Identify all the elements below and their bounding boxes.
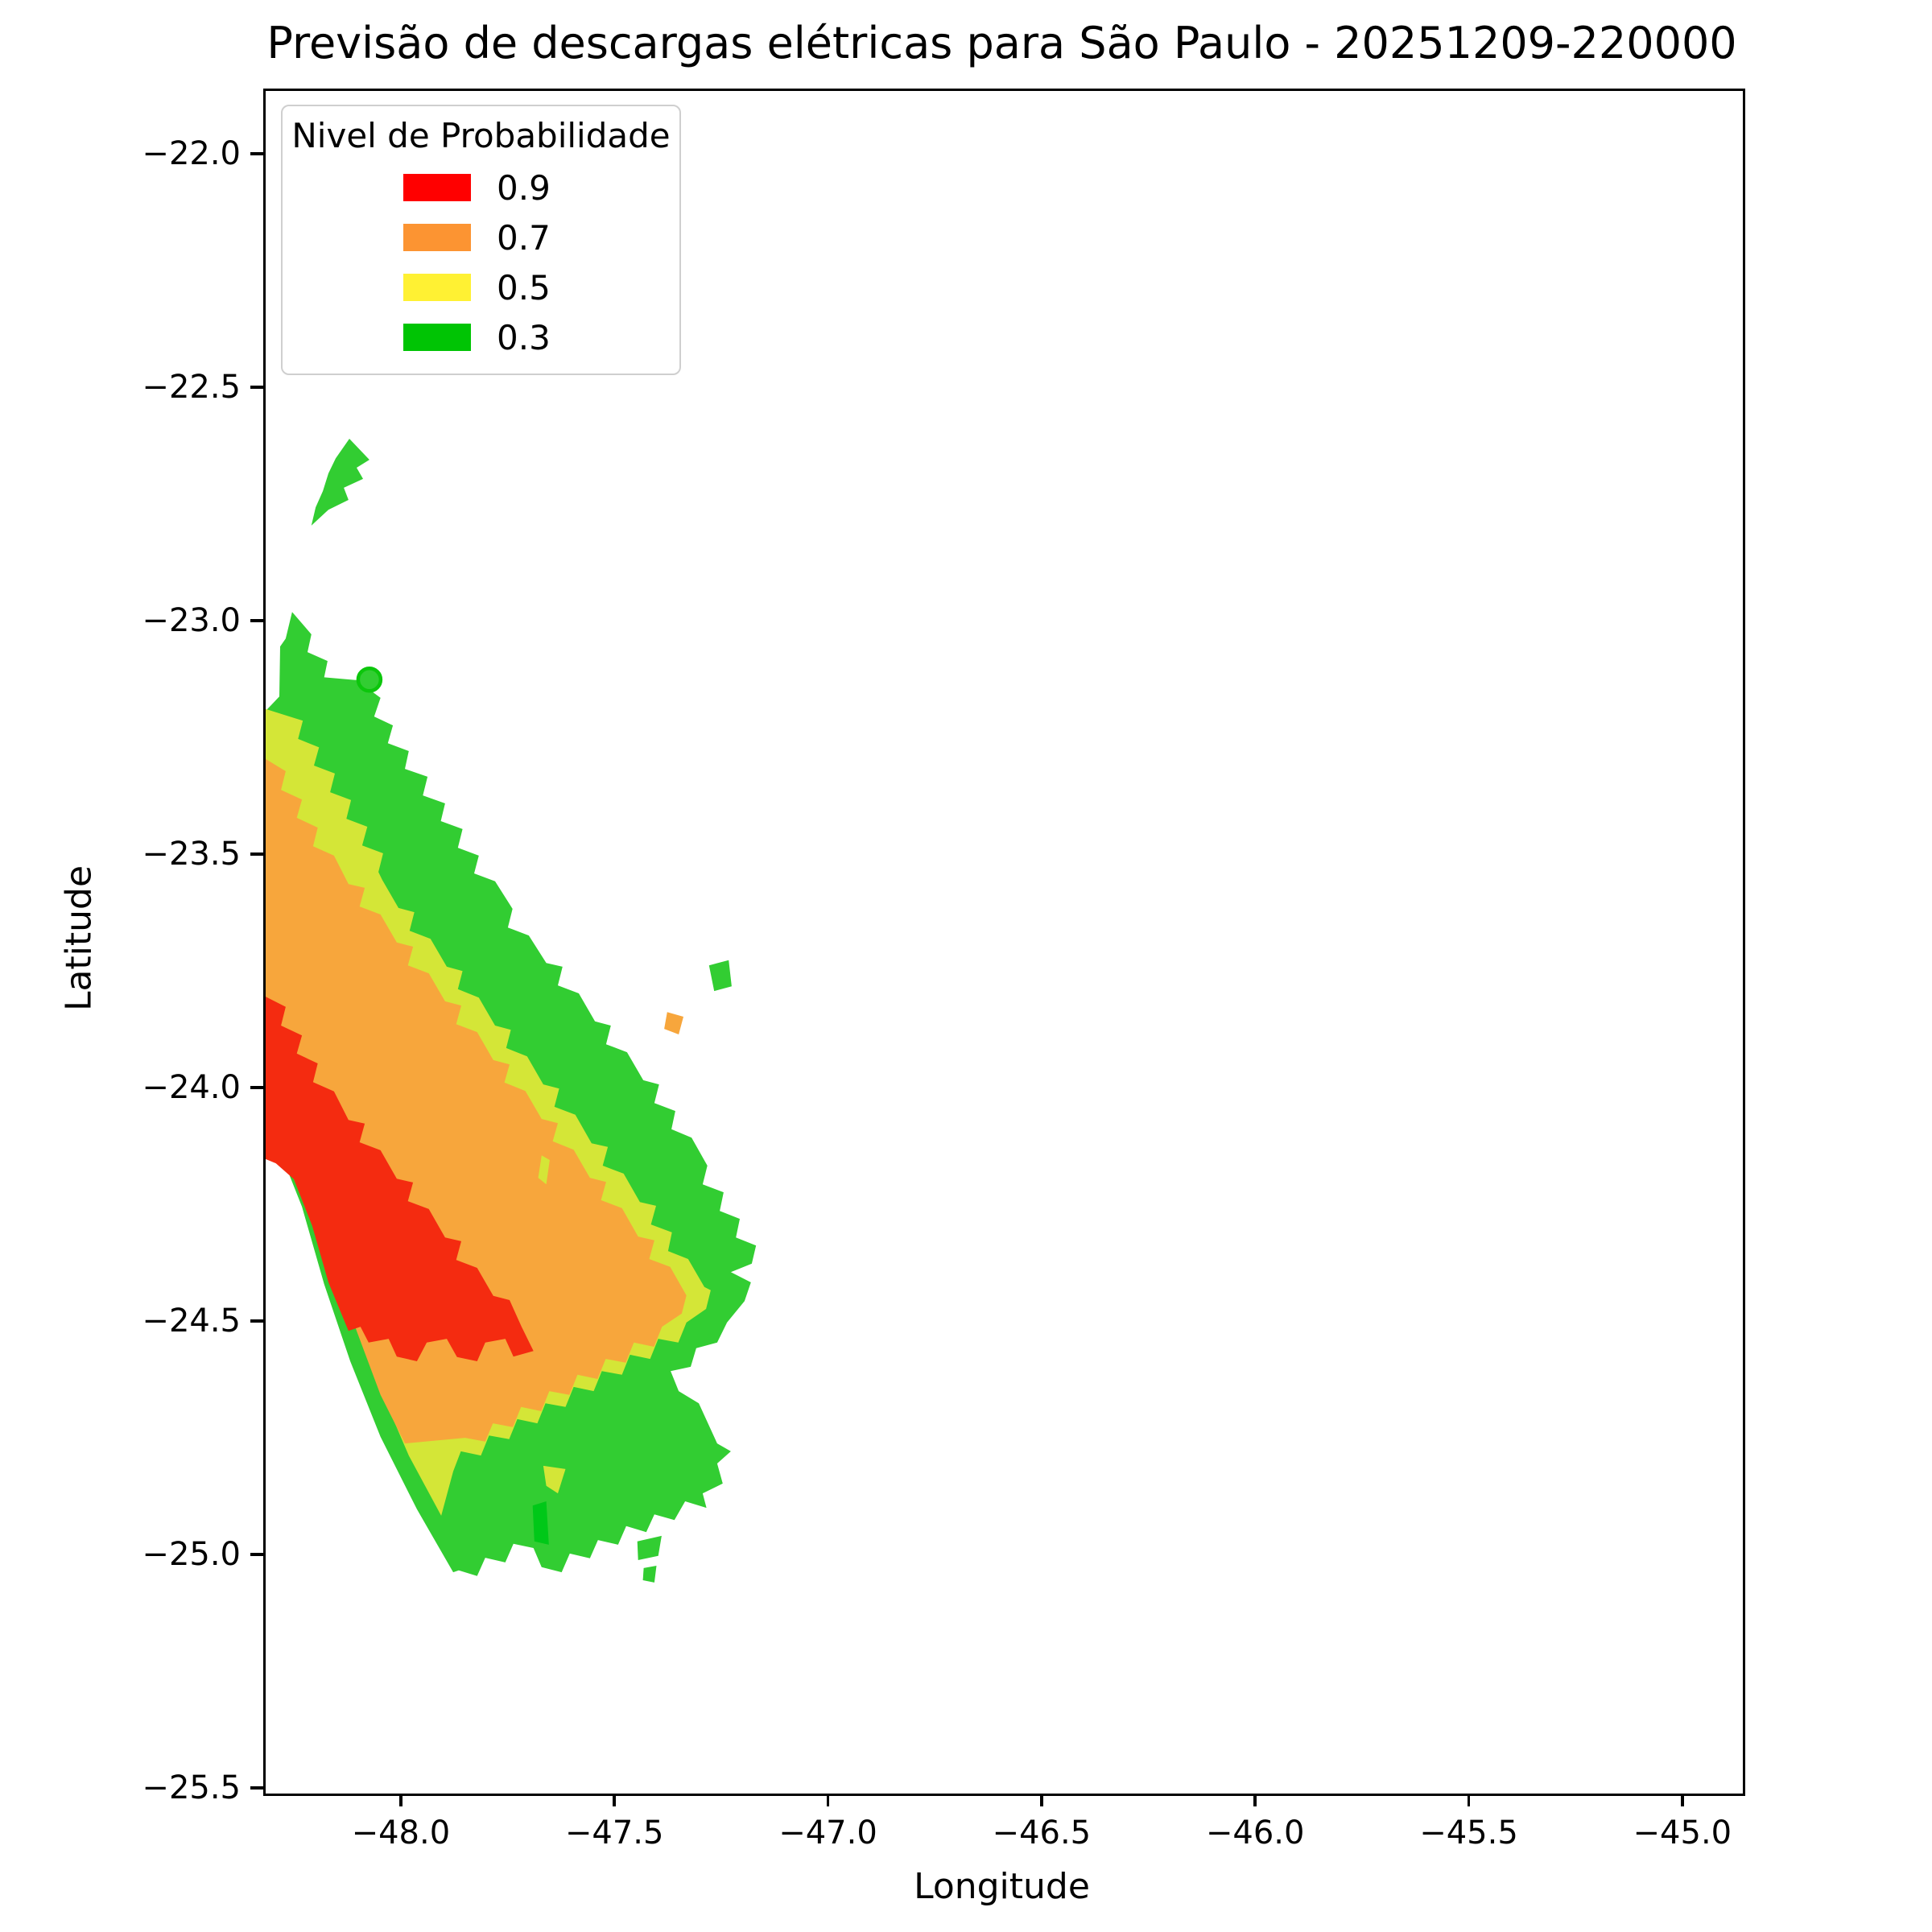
- prob-05-fragment-s: [543, 1465, 566, 1494]
- y-tick-label: −25.0: [142, 1535, 241, 1573]
- legend-swatch-icon: [403, 174, 471, 201]
- prob-07-fragment: [664, 1012, 683, 1034]
- y-tick-mark: [250, 1086, 263, 1089]
- y-tick-label: −22.0: [142, 135, 241, 173]
- chart-title: Previsão de descargas elétricas para São…: [266, 18, 1737, 68]
- y-tick-mark: [250, 619, 263, 622]
- prob-09-core-region: [266, 997, 534, 1361]
- x-tick-label: −46.0: [1205, 1814, 1305, 1852]
- prob-03-island-a: [637, 1535, 662, 1560]
- legend-entry-label: 0.7: [497, 217, 551, 258]
- plot-area: [263, 89, 1745, 1796]
- legend-title: Nivel de Probabilidade: [291, 116, 671, 155]
- legend-entry-0.5: 0.5: [283, 262, 679, 312]
- y-tick-label: −23.0: [142, 602, 241, 640]
- prob-03-fragment-ne: [708, 960, 732, 992]
- x-tick-label: −46.5: [992, 1814, 1092, 1852]
- legend-entry-label: 0.5: [497, 267, 551, 308]
- x-tick-mark: [1467, 1794, 1471, 1806]
- legend-entry-0.7: 0.7: [283, 213, 679, 262]
- y-tick-label: −23.5: [142, 836, 241, 873]
- y-tick-label: −24.5: [142, 1302, 241, 1340]
- x-axis-label: Longitude: [914, 1866, 1090, 1907]
- y-tick-label: −22.5: [142, 369, 241, 407]
- legend-entry-0.3: 0.3: [283, 312, 679, 362]
- y-tick-label: −24.0: [142, 1069, 241, 1107]
- y-tick-mark: [250, 386, 263, 389]
- legend-entry-label: 0.3: [497, 317, 551, 357]
- prob-05-sliver: [538, 1155, 550, 1185]
- y-tick-mark: [250, 1553, 263, 1556]
- x-tick-mark: [613, 1794, 616, 1806]
- legend-swatch-icon: [403, 274, 471, 301]
- x-tick-mark: [1040, 1794, 1043, 1806]
- y-tick-mark: [250, 152, 263, 155]
- x-tick-mark: [826, 1794, 830, 1806]
- legend-swatch-icon: [403, 224, 471, 251]
- x-tick-label: −48.0: [351, 1814, 451, 1852]
- x-tick-label: −45.5: [1419, 1814, 1518, 1852]
- x-tick-label: −47.5: [564, 1814, 664, 1852]
- site-marker: [356, 667, 383, 693]
- y-tick-mark: [250, 852, 263, 856]
- y-tick-label: −25.5: [142, 1769, 241, 1806]
- x-tick-mark: [399, 1794, 402, 1806]
- legend-box: Nivel de Probabilidade 0.9 0.7 0.5 0.3: [281, 105, 681, 375]
- x-tick-mark: [1253, 1794, 1257, 1806]
- prob-03-dark-fragment: [532, 1501, 549, 1545]
- legend-entry-0.9: 0.9: [283, 163, 679, 213]
- y-axis-label: Latitude: [58, 865, 100, 1012]
- x-tick-label: −45.0: [1633, 1814, 1732, 1852]
- y-tick-mark: [250, 1319, 263, 1323]
- legend-entry-label: 0.9: [497, 167, 551, 208]
- x-tick-label: −47.0: [778, 1814, 877, 1852]
- prob-03-bolt-sliver: [311, 439, 369, 526]
- x-tick-mark: [1681, 1794, 1684, 1806]
- prob-03-island-b: [642, 1566, 657, 1583]
- legend-swatch-icon: [403, 324, 471, 351]
- y-tick-mark: [250, 1786, 263, 1790]
- contour-map: [266, 439, 757, 1583]
- legend-entries: 0.9 0.7 0.5 0.3: [283, 163, 679, 362]
